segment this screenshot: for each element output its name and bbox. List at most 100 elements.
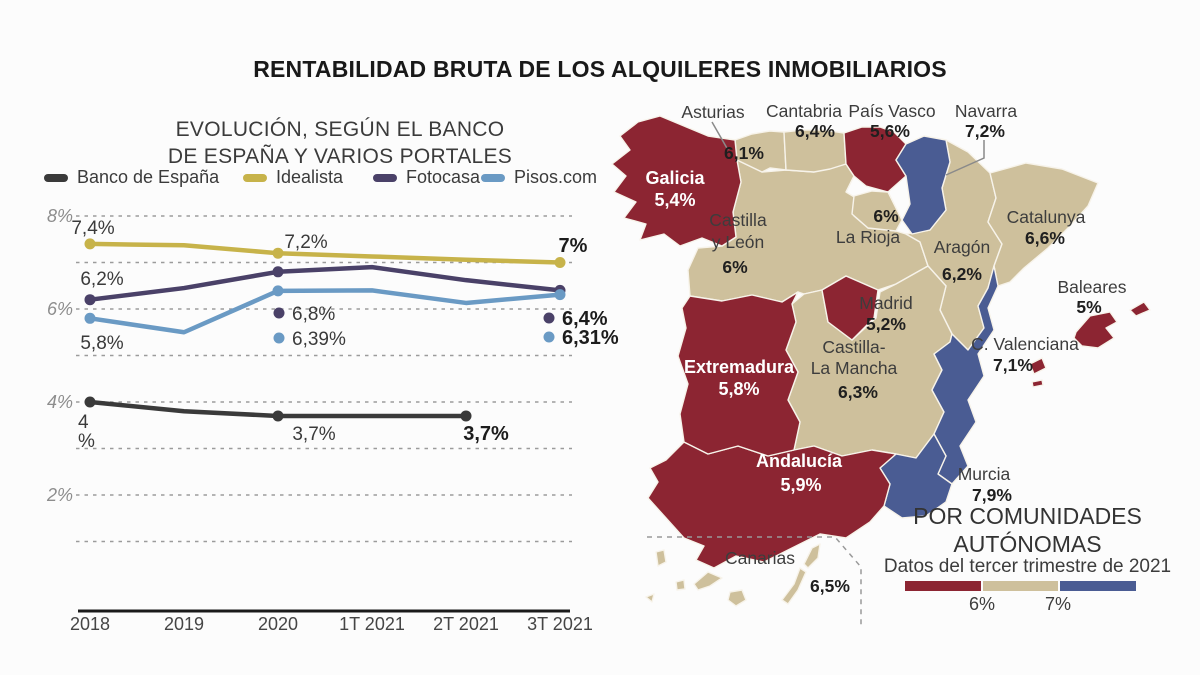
data-label: 7,4% xyxy=(71,218,114,239)
map-label-andalucia: 5,9% xyxy=(780,475,821,495)
y-axis-label: 4% xyxy=(47,392,73,412)
data-label: 6,8% xyxy=(292,304,335,325)
scale-tick-6: 6% xyxy=(968,594,995,614)
region-extremadura xyxy=(677,291,801,457)
data-label: 4 xyxy=(78,412,89,433)
map-label-catalunya: Catalunya xyxy=(1007,207,1086,227)
map-label-baleares: Baleares xyxy=(1057,277,1126,297)
legend-item-fotocasa: Fotocasa xyxy=(373,167,480,188)
chart-gridlines xyxy=(76,215,572,543)
map-label-extremadura: 5,8% xyxy=(718,379,759,399)
map-label-aragon: 6,2% xyxy=(942,264,982,284)
map-label-madrid: 5,2% xyxy=(866,314,906,334)
series-marker xyxy=(272,247,284,259)
data-label: 7,2% xyxy=(284,232,327,253)
map-label-murcia: Murcia xyxy=(958,464,1011,484)
legend-item-banco-de-espana: Banco de España xyxy=(44,167,219,188)
data-label-dot xyxy=(273,332,285,344)
x-axis-label: 1T 2021 xyxy=(339,614,405,634)
chart-data-labels: 7,4% 7,2% 7% 6,2% 5,8% 6,8% 6,39% 6,4%6,31% 3,7%… xyxy=(71,218,619,452)
series-marker xyxy=(84,312,96,324)
evolution-line-chart: 7,4% 7,2% 7% 6,2% 5,8% 6,8% 6,39% 6,4%6,31% 3,7%… xyxy=(46,206,619,634)
map-label-catalunya: 6,6% xyxy=(1025,228,1065,248)
map-label-pais_vasco: 5,6% xyxy=(870,121,910,141)
y-axis-label: 6% xyxy=(47,299,73,319)
series-marker xyxy=(554,257,566,268)
map-label-canarias: 6,5% xyxy=(810,576,850,596)
map-label-extremadura: Extremadura xyxy=(684,357,795,377)
map-legend-title: POR COMUNIDADES AUTÓNOMAS xyxy=(880,502,1175,558)
region-la-rioja xyxy=(851,190,903,232)
map-label-cantabria: 6,4% xyxy=(795,121,835,141)
data-label: 3,7% xyxy=(292,424,335,445)
series-marker xyxy=(84,294,96,306)
map-label-aragon: Aragón xyxy=(934,237,990,257)
region-galicia xyxy=(611,115,742,247)
map-label-baleares: 5% xyxy=(1076,297,1102,317)
x-axis-label: 3T 2021 xyxy=(527,614,593,634)
scale-segment-low xyxy=(905,581,981,591)
map-label-castilla_la_mancha: 6,3% xyxy=(838,382,878,402)
chart-series xyxy=(84,238,566,422)
x-axis-label: 2019 xyxy=(164,614,204,634)
data-label: 6,39% xyxy=(292,329,346,350)
map-label-canarias: Canarias xyxy=(725,548,795,568)
map-label-asturias: 6,1% xyxy=(724,143,764,163)
legend-swatch-banco-de-espana xyxy=(44,173,68,182)
map-label-la_rioja: La Rioja xyxy=(836,227,900,247)
asturias-connector-line xyxy=(711,121,729,151)
chart-legend: Banco de España Idealista Fotocasa Pisos… xyxy=(0,167,640,191)
series-marker xyxy=(84,238,96,250)
legend-label: Fotocasa xyxy=(406,167,481,187)
x-axis-label: 2T 2021 xyxy=(433,614,499,634)
navarra-connector-line xyxy=(945,140,985,176)
y-axis-label: 2% xyxy=(46,485,73,505)
region-canarias xyxy=(645,543,821,607)
map-label-navarra: Navarra xyxy=(955,101,1018,121)
series-marker xyxy=(460,410,472,422)
region-baleares xyxy=(1029,301,1151,388)
series-line xyxy=(87,264,563,302)
map-label-cantabria: Cantabria xyxy=(766,101,842,121)
legend-swatch-idealista xyxy=(243,173,267,182)
legend-label: Banco de España xyxy=(77,167,220,187)
map-label-galicia: Galicia xyxy=(645,168,705,188)
legend-label: Pisos.com xyxy=(514,167,598,187)
region-navarra xyxy=(895,135,951,235)
series-marker xyxy=(272,285,284,297)
data-label: 6,2% xyxy=(80,269,123,290)
legend-swatch-pisos-com xyxy=(481,173,505,182)
data-label-dot xyxy=(543,331,555,343)
chart-axis-labels: 8% 6% 4% 2% 2018 2019 2020 1T 2021 2T 2021 3T 202… xyxy=(46,206,593,634)
scale-tick-7: 7% xyxy=(1044,594,1071,614)
chart-subtitle: EVOLUCIÓN, SEGÚN EL BANCO DE ESPAÑA Y VA… xyxy=(90,116,590,170)
x-axis-label: 2020 xyxy=(258,614,298,634)
chart-subtitle-line1: EVOLUCIÓN, SEGÚN EL BANCO xyxy=(175,118,505,141)
region-catalunya xyxy=(987,162,1099,287)
map-legend-subtitle: Datos del tercer trimestre de 2021 xyxy=(883,556,1172,577)
map-label-castilla_leon: 6% xyxy=(722,257,748,277)
map-label-castilla_leon: Castilla xyxy=(709,210,767,230)
data-label: 6,4% xyxy=(562,308,608,330)
map-label-valenciana: C. Valenciana xyxy=(971,334,1079,354)
legend-item-idealista: Idealista xyxy=(243,167,343,188)
series-marker xyxy=(554,289,566,301)
data-label: 5,8% xyxy=(80,333,123,354)
series-marker xyxy=(272,410,284,422)
series-marker xyxy=(84,396,96,408)
map-label-castilla_leon: y León xyxy=(712,232,765,252)
data-label: 7% xyxy=(559,235,588,257)
map-label-asturias: Asturias xyxy=(681,102,744,122)
map-color-scale xyxy=(905,581,1137,591)
map-label-murcia: 7,9% xyxy=(972,485,1012,505)
page-title: RENTABILIDAD BRUTA DE LOS ALQUILERES INM… xyxy=(253,56,947,82)
scale-segment-high xyxy=(1060,581,1137,591)
map-label-galicia: 5,4% xyxy=(654,190,695,210)
canarias-inset-border xyxy=(647,536,862,626)
map-label-castilla_la_mancha: La Mancha xyxy=(811,358,898,378)
map-label-navarra: 7,2% xyxy=(965,121,1005,141)
y-axis-label: 8% xyxy=(47,206,73,226)
data-label: % xyxy=(78,431,95,452)
data-label-dot xyxy=(273,307,285,319)
